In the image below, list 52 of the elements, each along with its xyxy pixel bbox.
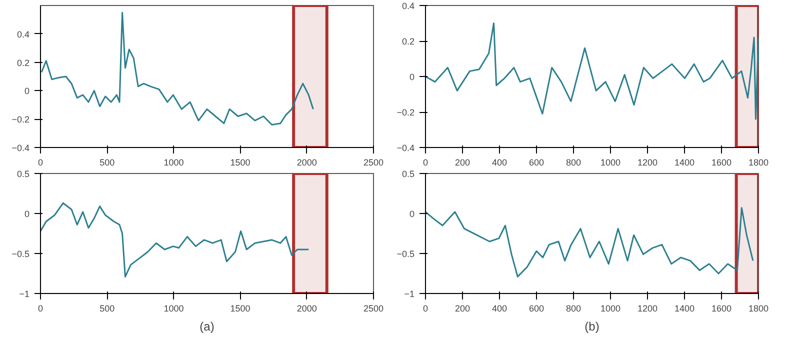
- y-tick-label: −0.5: [12, 249, 30, 259]
- y-tick-label: 0.5: [402, 169, 415, 179]
- x-tick-label: 800: [566, 304, 582, 314]
- x-tick-label: 1600: [711, 304, 732, 314]
- x-tick-label: 1500: [230, 304, 250, 314]
- y-tick-label: −0.4: [12, 143, 30, 153]
- y-tick-label: 0: [409, 72, 415, 82]
- x-tick-label: 0: [38, 158, 44, 168]
- x-tick-label: 1800: [748, 304, 769, 314]
- x-tick-label: 1600: [711, 158, 732, 168]
- x-tick-label: 400: [492, 158, 508, 168]
- x-tick-label: 0: [422, 158, 428, 168]
- y-tick-label: −0.5: [396, 249, 415, 259]
- x-tick-label: 1000: [164, 158, 184, 168]
- x-tick-label: 1000: [164, 304, 184, 314]
- x-tick-label: 2000: [296, 304, 317, 314]
- x-tick-label: 2500: [363, 304, 384, 314]
- x-axis-title: (a): [200, 320, 214, 334]
- x-tick-label: 0: [422, 304, 428, 314]
- x-tick-label: 1800: [748, 158, 769, 168]
- x-tick-label: 1200: [637, 304, 658, 314]
- y-tick-label: 0.2: [402, 36, 415, 46]
- y-tick-label: −0.2: [396, 108, 415, 118]
- x-tick-label: 1000: [600, 304, 621, 314]
- x-tick-label: 1200: [637, 158, 658, 168]
- x-tick-label: 1400: [674, 304, 695, 314]
- x-tick-label: 200: [454, 304, 470, 314]
- x-tick-label: 1000: [600, 158, 621, 168]
- x-tick-label: 1400: [674, 158, 695, 168]
- y-tick-label: 0: [409, 209, 415, 219]
- x-tick-label: 500: [100, 158, 115, 168]
- x-tick-label: 0: [38, 304, 44, 314]
- x-tick-label: 500: [100, 304, 115, 314]
- x-tick-label: 200: [454, 158, 470, 168]
- x-tick-label: 1500: [230, 158, 250, 168]
- y-tick-label: −0.2: [12, 114, 30, 125]
- x-axis-title: (b): [584, 320, 600, 334]
- y-tick-label: −1: [19, 289, 30, 299]
- x-tick-label: 600: [528, 304, 544, 314]
- y-tick-label: 0.4: [16, 29, 30, 40]
- y-tick-label: 0.4: [402, 1, 415, 11]
- y-tick-label: 0: [24, 86, 30, 96]
- x-tick-label: 600: [528, 158, 544, 168]
- y-tick-label: 0.5: [16, 169, 30, 179]
- y-tick-label: −1: [404, 289, 415, 299]
- x-tick-label: 2000: [296, 158, 317, 168]
- y-tick-label: 0.2: [16, 58, 30, 68]
- y-tick-label: −0.4: [396, 143, 415, 153]
- x-tick-label: 2500: [363, 158, 384, 168]
- x-tick-label: 800: [566, 158, 582, 168]
- y-tick-label: 0: [24, 209, 30, 219]
- x-tick-label: 400: [492, 304, 508, 314]
